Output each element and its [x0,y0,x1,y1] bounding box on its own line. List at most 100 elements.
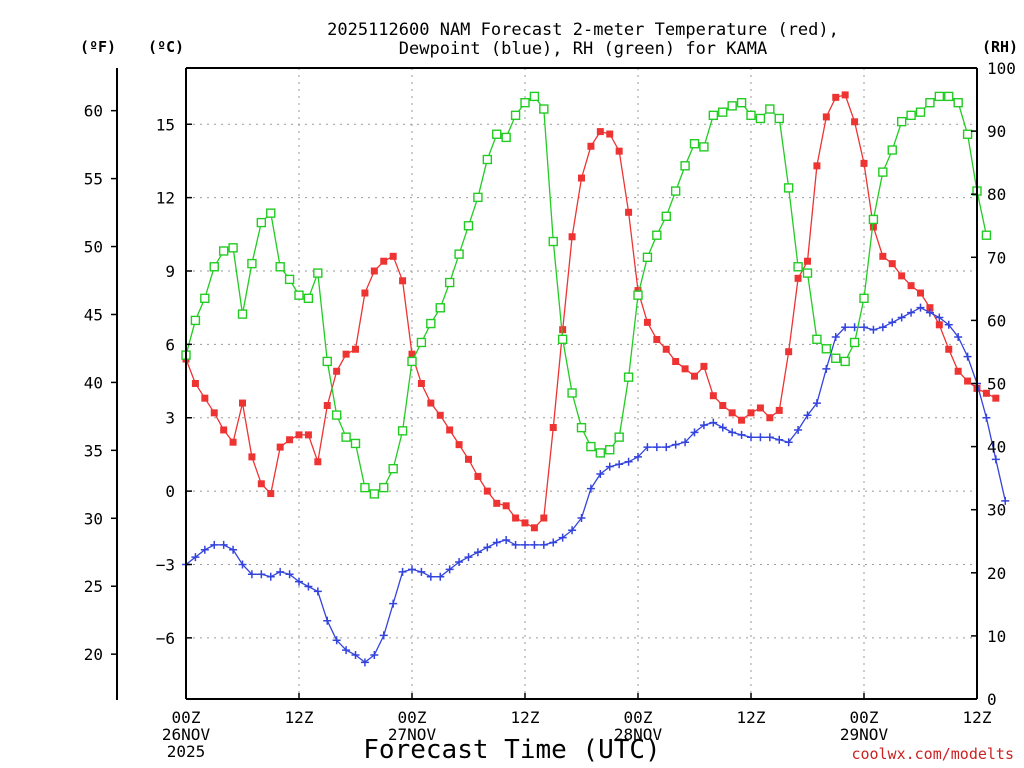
fahrenheit-tick-label: 35 [84,441,103,460]
dewpoint-point [671,440,680,449]
dewpoint-point [643,443,652,452]
dewpoint-point [342,646,351,655]
celsius-tick-label: 3 [165,409,175,428]
dewpoint-point [615,460,624,469]
rh-point [840,356,850,367]
dewpoint-point [577,514,586,523]
temperature-point [191,380,199,387]
rh-point [736,98,747,108]
celsius-tick-label: 6 [165,335,175,354]
rh-point [247,258,257,269]
dewpoint-point [803,411,812,420]
rh-point [689,139,700,149]
rh-point [623,372,634,382]
dewpoint-point [389,599,398,608]
temperature-point [465,455,472,463]
rh-point [765,104,775,114]
rh-point [218,246,229,256]
temperature-point [380,257,388,265]
dewpoint-point [473,548,482,557]
dewpoint-point [888,318,897,327]
temperature-point [756,404,764,412]
rh-point [793,262,803,272]
temperature-point [587,142,595,150]
temperature-point [540,514,548,522]
rh-point [435,303,445,313]
temperature-point [804,257,811,265]
dewpoint-point [878,323,887,332]
temperature-point [370,267,378,275]
rh-point [529,91,540,102]
temperature-point [625,208,633,216]
temperature-point [606,130,614,138]
rh-point [925,98,935,108]
dewpoint-point [436,572,445,581]
rh-point [906,110,916,121]
rh-point [708,110,719,121]
temperature-point [992,394,1000,402]
temperature-point [304,431,312,439]
rh-point [209,262,219,272]
rh-tick-label: 60 [987,311,1006,330]
dewpoint-point [285,570,294,579]
rh-point [473,192,483,203]
rh-point [595,448,606,458]
temperature-point [822,113,830,121]
dewpoint-point [313,587,322,596]
dewpoint-point [944,320,953,329]
x-tick-label: 2025 [167,742,206,761]
temperature-point [709,392,717,400]
fahrenheit-tick-label: 20 [84,645,103,664]
rh-point [520,98,530,108]
celsius-tick-label: −6 [156,629,175,648]
temperature-point [907,282,915,290]
temperature-point [615,147,623,155]
temperature-point [672,357,680,365]
rh-point [539,104,549,114]
x-tick-label: 27NOV [388,725,437,744]
dewpoint-point [784,438,793,447]
rh-point [266,208,276,218]
celsius-unit-label: (ºC) [148,38,184,56]
dewpoint-point [737,430,746,439]
temperature-point [794,274,802,282]
dewpoint-point [765,433,774,442]
rh-point [981,230,992,240]
temperature-point [333,367,341,375]
dewpoint-point [897,313,906,322]
temperature-point [521,519,529,527]
rh-point [859,293,869,304]
dewpoint-point [492,538,501,547]
dewpoint-point [662,443,671,452]
dewpoint-point [276,567,285,576]
temperature-point [653,335,661,343]
rh-point [510,110,521,121]
x-axis-label: Forecast Time (UTC) [363,735,660,765]
celsius-tick-label: −3 [156,555,175,574]
dewpoint-point [831,333,840,342]
dewpoint-point [699,421,708,430]
rh-point [294,290,304,300]
rh-point [868,214,879,225]
rh-point [605,445,615,455]
temperature-point [719,402,727,410]
temperature-point [352,345,359,353]
fahrenheit-tick-label: 40 [84,373,103,392]
rh-point [313,268,323,278]
temperature-point [530,524,538,532]
rh-point [360,482,370,493]
temperature-point [502,502,510,510]
dewpoint-point [266,572,275,581]
temperature-point [295,431,303,439]
temperature-point [766,414,774,422]
rh-point [661,211,671,221]
temperature-point [399,277,407,285]
dewpoint-point [351,650,360,659]
rh-tick-label: 90 [987,122,1006,141]
rh-point [275,262,285,272]
rh-point [878,167,888,177]
temperature-series-line [185,94,997,529]
temperature-point [220,426,228,434]
rh-point [388,463,398,474]
